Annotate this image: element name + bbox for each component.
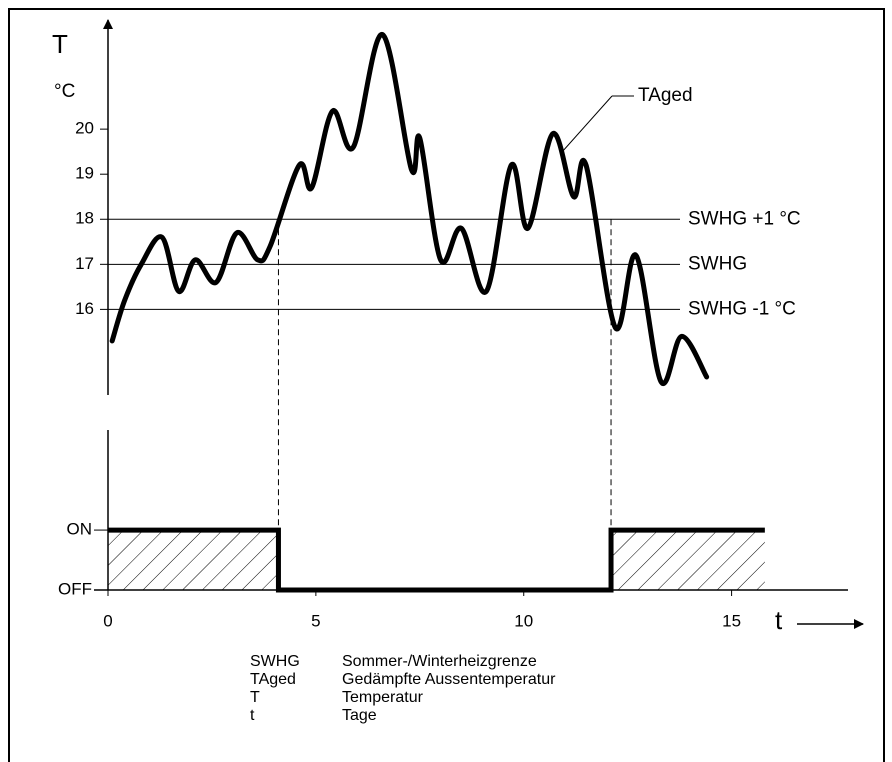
leader-line <box>561 95 613 153</box>
legend-description: Tage <box>342 707 377 724</box>
legend-term: T <box>250 689 260 706</box>
reference-label: SWHG <box>688 253 747 274</box>
x-label: t <box>775 605 783 635</box>
legend-description: Temperatur <box>342 689 424 706</box>
x-tick-label: 10 <box>514 611 533 630</box>
legend-term: TAged <box>250 671 296 688</box>
hatched-area <box>611 530 765 590</box>
temperature-line <box>109 31 710 387</box>
x-tick-label: 0 <box>103 611 112 630</box>
y-tick-label: OFF <box>58 579 92 598</box>
y-tick-label: 20 <box>75 119 94 138</box>
y-label: T <box>52 29 68 59</box>
reference-label: SWHG -1 °C <box>688 298 796 319</box>
y-unit: °C <box>54 81 75 102</box>
legend-description: Gedämpfte Aussentemperatur <box>342 671 556 688</box>
y-tick-label: 17 <box>75 254 94 273</box>
y-tick-label: ON <box>67 520 93 539</box>
hatched-area <box>108 530 279 590</box>
legend-description: Sommer-/Winterheizgrenze <box>342 653 537 670</box>
state-line <box>108 527 765 593</box>
y-tick-label: 18 <box>75 209 94 228</box>
reference-label: SWHG +1 °C <box>688 208 801 229</box>
y-tick-label: 16 <box>75 299 94 318</box>
x-tick-label: 15 <box>722 611 741 630</box>
y-tick-label: 19 <box>75 164 94 183</box>
series-label: TAged <box>638 85 693 106</box>
legend-term: t <box>250 707 255 724</box>
frame <box>8 8 885 762</box>
legend-term: SWHG <box>250 653 300 670</box>
x-tick-label: 5 <box>311 611 320 630</box>
